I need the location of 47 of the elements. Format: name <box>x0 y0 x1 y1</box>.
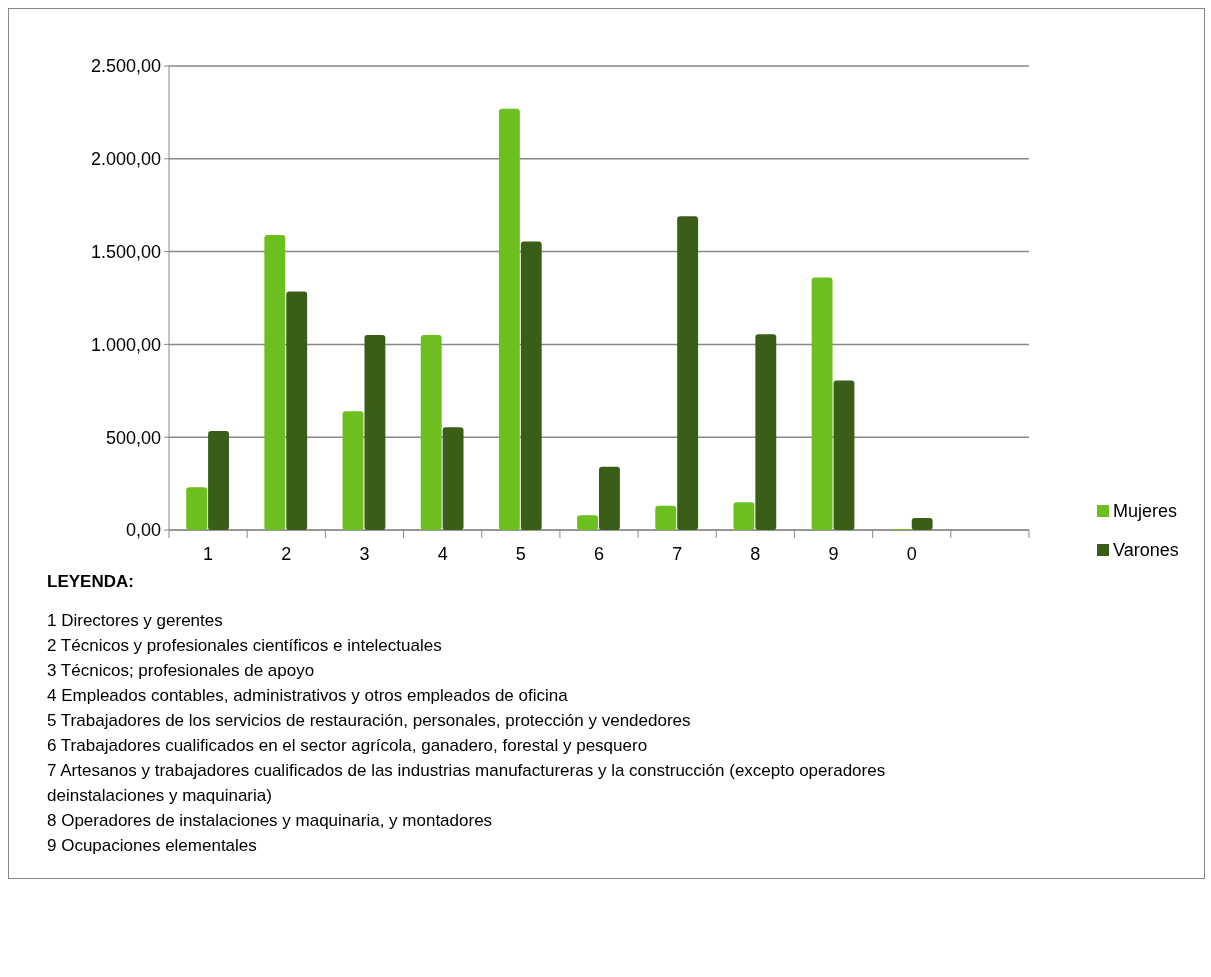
text: 9 Ocupaciones elementales <box>47 835 258 857</box>
bar <box>186 487 208 530</box>
bar <box>364 335 386 530</box>
x-tick-label: 9 <box>828 544 839 564</box>
bar <box>577 515 598 530</box>
bar <box>733 502 755 530</box>
text: 5 Trabajadores de los servicios de restauración, personales, protección y vendedores <box>47 710 692 732</box>
text: 7 Artesanos y trabajadores cualificados de las industrias manufactureras y la construcción (excepto operadores deinstalaciones y maquinaria) <box>47 760 887 807</box>
legend-label: Mujeres <box>1113 501 1178 522</box>
y-tick-label: 0,00 <box>125 520 161 541</box>
x-tick-label: 2 <box>281 544 292 564</box>
bar <box>599 466 620 530</box>
bar <box>677 216 699 530</box>
text: 8 Operadores de instalaciones y maquinaria, y montadores <box>47 810 494 832</box>
bar <box>208 430 229 530</box>
y-tick-label: 500,00 <box>105 427 161 448</box>
bar <box>442 427 464 530</box>
text: 2 Técnicos y profesionales científicos e intelectuales <box>47 635 443 657</box>
x-tick-label: 4 <box>437 544 448 564</box>
y-tick-label: 2.500,00 <box>90 56 161 77</box>
bar <box>498 108 520 530</box>
x-tick-label: 8 <box>750 544 761 564</box>
bar <box>420 335 442 530</box>
legend-label: Varones <box>1113 540 1179 561</box>
bar <box>833 380 855 530</box>
y-tick-label: 1.500,00 <box>90 241 161 262</box>
bar <box>655 505 677 530</box>
x-tick-label: 6 <box>593 544 605 564</box>
bar <box>342 411 364 530</box>
bar <box>520 241 542 530</box>
y-tick-label: 2.000,00 <box>90 149 161 170</box>
y-tick-label: 1.000,00 <box>90 334 161 355</box>
x-tick-label: 5 <box>515 544 526 564</box>
bar <box>911 517 933 530</box>
x-tick-label: 3 <box>359 544 370 564</box>
bar <box>264 234 286 530</box>
text: 6 Trabajadores cualificados en el sector agrícola, ganadero, forestal y pesquero <box>47 735 649 757</box>
text: 1 Directores y gerentes <box>47 610 224 632</box>
bar <box>811 277 833 530</box>
x-tick-label: 0 <box>906 544 917 564</box>
x-tick-label: 1 <box>203 544 214 564</box>
text: LEYENDA: <box>47 571 135 593</box>
bar <box>755 334 777 530</box>
text: 4 Empleados contables, administrativos y otros empleados de oficina <box>47 685 569 707</box>
text: 3 Técnicos; profesionales de apoyo <box>47 660 316 682</box>
x-tick-label: 7 <box>672 544 683 564</box>
bar <box>286 291 308 530</box>
